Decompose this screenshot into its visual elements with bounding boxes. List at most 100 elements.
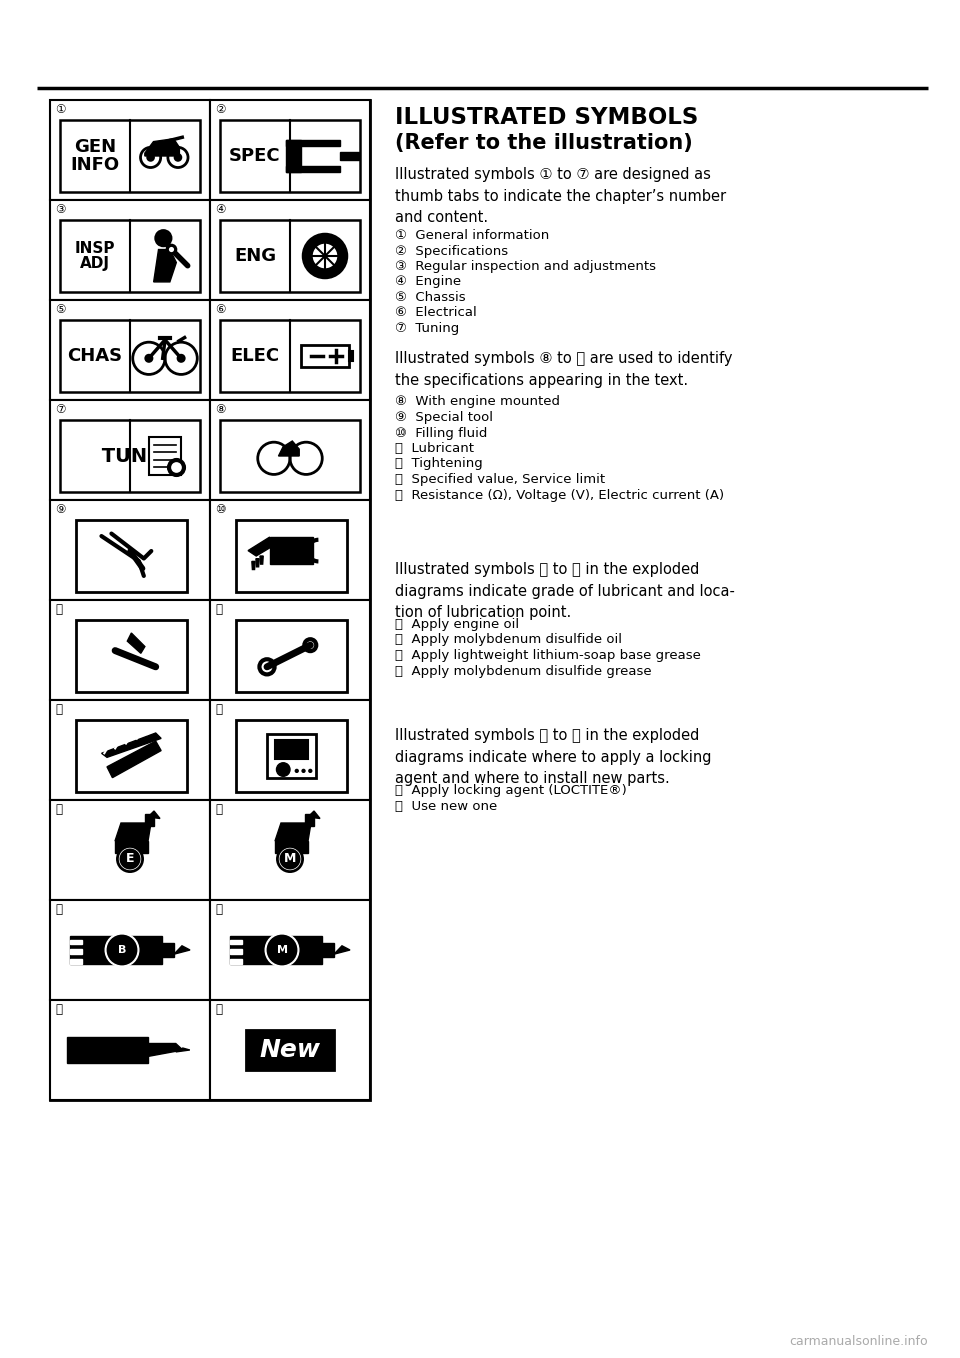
- Text: B: B: [118, 945, 126, 955]
- Circle shape: [155, 230, 173, 247]
- Text: ⑩: ⑩: [215, 502, 226, 516]
- Polygon shape: [145, 139, 180, 156]
- Circle shape: [174, 153, 182, 162]
- Text: ⑤  Chassis: ⑤ Chassis: [395, 291, 466, 304]
- Polygon shape: [154, 250, 177, 282]
- Circle shape: [146, 153, 155, 162]
- Circle shape: [313, 243, 337, 269]
- Text: ⑫: ⑫: [215, 603, 222, 617]
- Text: ⑬  Specified value, Service limit: ⑬ Specified value, Service limit: [395, 473, 605, 486]
- Text: M: M: [284, 853, 297, 865]
- Polygon shape: [115, 823, 151, 841]
- Polygon shape: [70, 940, 82, 944]
- Polygon shape: [230, 940, 242, 944]
- Bar: [235, 720, 348, 792]
- Text: ①: ①: [55, 103, 65, 115]
- Bar: [220, 220, 360, 292]
- Bar: [50, 600, 210, 699]
- Circle shape: [145, 354, 153, 361]
- Polygon shape: [252, 561, 255, 569]
- Text: Illustrated symbols ⑧ to ⑭ are used to identify
the specifications appearing in : Illustrated symbols ⑧ to ⑭ are used to i…: [395, 352, 732, 388]
- Bar: [235, 621, 348, 691]
- Polygon shape: [107, 741, 161, 778]
- Bar: [235, 520, 348, 592]
- Bar: [210, 800, 370, 900]
- Text: ILLUSTRATED SYMBOLS: ILLUSTRATED SYMBOLS: [395, 106, 698, 129]
- Text: ③  Regular inspection and adjustments: ③ Regular inspection and adjustments: [395, 259, 656, 273]
- Circle shape: [301, 232, 348, 280]
- Text: (Refer to the illustration): (Refer to the illustration): [395, 133, 693, 153]
- Circle shape: [106, 933, 139, 967]
- Text: ⑬: ⑬: [55, 703, 62, 716]
- Bar: [267, 735, 316, 778]
- Text: ④  Engine: ④ Engine: [395, 276, 461, 288]
- Text: ⑧: ⑧: [215, 403, 226, 416]
- Text: New: New: [259, 1038, 321, 1062]
- Polygon shape: [66, 1038, 148, 1063]
- Bar: [220, 420, 360, 492]
- Polygon shape: [256, 558, 259, 566]
- Bar: [50, 100, 210, 200]
- Text: Illustrated symbols ⑮ to ⑱ in the exploded
diagrams indicate grade of lubricant : Illustrated symbols ⑮ to ⑱ in the explod…: [395, 562, 734, 621]
- Text: ⑱: ⑱: [215, 903, 222, 917]
- Bar: [276, 740, 307, 759]
- Polygon shape: [248, 536, 270, 555]
- Text: ⑩  Filling fluid: ⑩ Filling fluid: [395, 426, 488, 440]
- Bar: [76, 621, 187, 691]
- Text: ⑯  Apply molybdenum disulfide oil: ⑯ Apply molybdenum disulfide oil: [395, 633, 622, 646]
- Text: ⑪: ⑪: [55, 603, 62, 617]
- Polygon shape: [275, 841, 308, 853]
- Polygon shape: [270, 536, 313, 564]
- Polygon shape: [275, 823, 311, 841]
- Bar: [60, 320, 200, 392]
- Polygon shape: [286, 140, 340, 147]
- Circle shape: [169, 247, 174, 253]
- Text: E: E: [126, 853, 134, 865]
- Circle shape: [295, 769, 299, 773]
- Text: ④: ④: [215, 202, 226, 216]
- Bar: [246, 1029, 334, 1070]
- Polygon shape: [286, 140, 300, 172]
- Bar: [50, 401, 210, 500]
- Bar: [210, 699, 370, 800]
- Circle shape: [167, 458, 186, 477]
- Bar: [60, 420, 200, 492]
- Text: ⑳: ⑳: [215, 1004, 222, 1016]
- Text: ⑧  With engine mounted: ⑧ With engine mounted: [395, 395, 560, 409]
- Circle shape: [265, 933, 299, 967]
- Text: ⑥  Electrical: ⑥ Electrical: [395, 307, 477, 319]
- Text: ②  Specifications: ② Specifications: [395, 244, 508, 258]
- Bar: [50, 500, 210, 600]
- Polygon shape: [148, 1043, 182, 1057]
- Polygon shape: [70, 949, 82, 955]
- Text: ENG: ENG: [234, 247, 276, 265]
- Bar: [76, 520, 187, 592]
- Bar: [50, 300, 210, 401]
- Text: ⑲  Apply locking agent (LOCTITE®): ⑲ Apply locking agent (LOCTITE®): [395, 784, 627, 797]
- Text: ⑥: ⑥: [215, 303, 226, 316]
- Bar: [60, 220, 200, 292]
- Polygon shape: [148, 811, 160, 819]
- Text: ⑨: ⑨: [55, 502, 65, 516]
- Circle shape: [178, 354, 184, 361]
- Polygon shape: [230, 949, 242, 955]
- Text: ⑯: ⑯: [215, 803, 222, 816]
- Polygon shape: [334, 945, 350, 955]
- Polygon shape: [230, 959, 242, 964]
- Text: ⑭  Resistance (Ω), Voltage (V), Electric current (A): ⑭ Resistance (Ω), Voltage (V), Electric …: [395, 489, 724, 501]
- Bar: [50, 200, 210, 300]
- Bar: [301, 345, 348, 367]
- Circle shape: [119, 849, 140, 869]
- Bar: [210, 300, 370, 401]
- Text: ⑲: ⑲: [55, 1004, 62, 1016]
- Bar: [76, 720, 187, 792]
- Polygon shape: [305, 813, 314, 826]
- Text: SPEC: SPEC: [229, 147, 281, 166]
- Bar: [50, 800, 210, 900]
- Text: CHAS: CHAS: [67, 348, 123, 365]
- Text: ⑭: ⑭: [215, 703, 222, 716]
- Bar: [149, 437, 181, 475]
- Polygon shape: [176, 1048, 190, 1052]
- Polygon shape: [70, 936, 162, 964]
- Text: ①  General information: ① General information: [395, 230, 549, 242]
